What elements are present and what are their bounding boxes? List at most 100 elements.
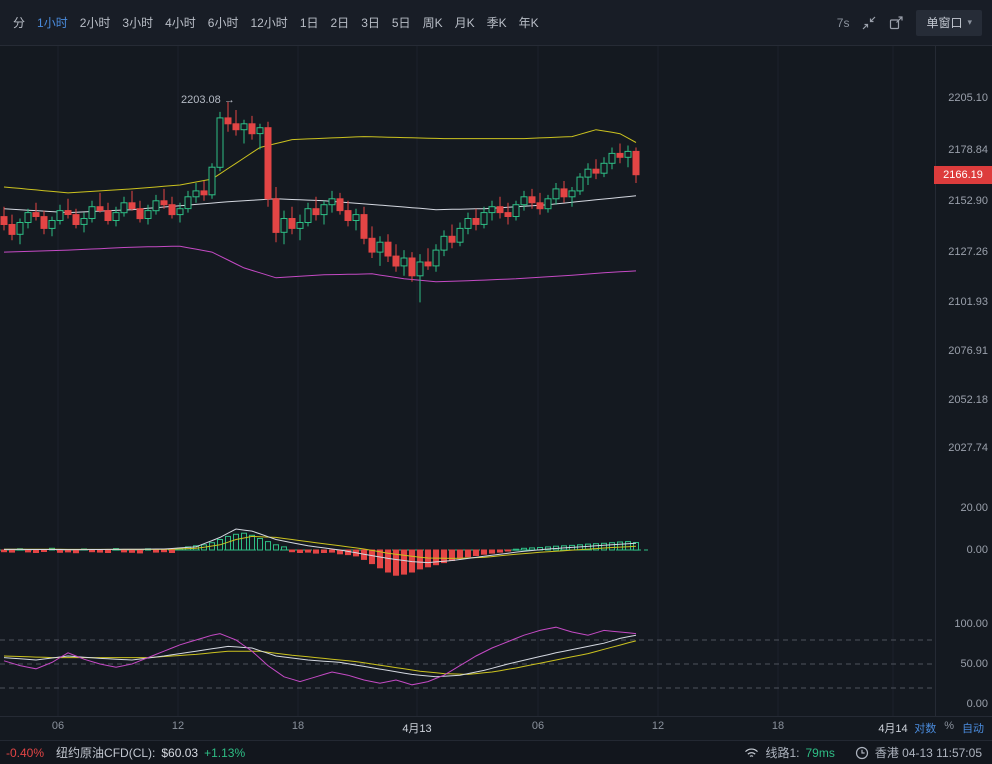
kdj-d-line [3, 640, 637, 675]
macd-histogram-bar [473, 549, 479, 556]
time-axis-label: 4月13 [402, 723, 432, 735]
candle-body [408, 257, 416, 277]
candle-body [632, 150, 640, 176]
candle-body [448, 235, 456, 243]
connection-status-group[interactable]: 线路1: 79ms 香港 04-13 11:57:05 [744, 744, 982, 761]
candle-body [304, 208, 312, 223]
collapse-icon[interactable] [862, 16, 876, 30]
ticker-price: $60.03 [161, 745, 199, 760]
line-label: 线路1: [765, 746, 800, 760]
candle-body [616, 152, 624, 158]
candle-body [496, 206, 504, 214]
macd-histogram-bar [65, 549, 71, 553]
macd-histogram-bar [265, 541, 271, 551]
timeframe-quarterly[interactable]: 季K [486, 16, 507, 30]
macd-histogram-bar [401, 549, 407, 575]
wifi-icon [744, 747, 759, 759]
macd-histogram-bar [505, 549, 511, 552]
timeframe-min[interactable]: 分 [13, 16, 26, 30]
candle-body [160, 200, 168, 206]
macd-histogram-bar [521, 547, 527, 551]
macd-histogram-bar [393, 549, 399, 576]
scale-log-toggle[interactable]: 对数 [914, 723, 937, 735]
candle-body [48, 220, 56, 229]
macd-histogram-bar [233, 533, 239, 551]
candle-body [216, 117, 224, 168]
timeframe-12h[interactable]: 12小时 [250, 16, 288, 30]
candle-body [72, 214, 80, 226]
candle-body [56, 210, 64, 222]
candle-body [184, 196, 192, 210]
kdj-j-line [3, 626, 637, 686]
macd-histogram-bar [457, 549, 463, 559]
macd-dif-line [4, 528, 637, 564]
timeframe-3d[interactable]: 3日 [361, 16, 380, 30]
candle-body [280, 218, 288, 233]
candle-body [104, 210, 112, 222]
chart-canvas[interactable] [0, 46, 992, 740]
macd-histogram-bar [129, 549, 135, 553]
timeframe-2h[interactable]: 2小时 [79, 16, 111, 30]
candle-body [536, 202, 544, 210]
candle-body [208, 166, 216, 196]
price-axis-label: 2076.91 [948, 344, 988, 357]
candle-body [400, 257, 408, 267]
candle-body [8, 224, 16, 235]
macd-histogram-bar [25, 549, 31, 553]
candle-body [360, 214, 368, 239]
price-axis-label: 2027.74 [948, 442, 988, 455]
refresh-interval[interactable]: 7s [836, 15, 850, 30]
candle-body [112, 212, 120, 222]
kdj-axis-label: 0.00 [966, 698, 988, 710]
macd-histogram-bar [1, 549, 7, 553]
clock-icon [855, 746, 869, 760]
status-bar: -0.40% 纽约原油CFD(CL): $60.03 +1.13% 线路1: 7… [0, 740, 992, 764]
candle-body [240, 123, 248, 131]
macd-histogram-bar [297, 549, 303, 553]
timeframe-6h[interactable]: 6小时 [207, 16, 239, 30]
timeframe-4h[interactable]: 4小时 [165, 16, 196, 30]
scale-percent-toggle[interactable]: % [944, 720, 954, 732]
candle-body [232, 123, 240, 131]
timeframe-monthly[interactable]: 月K [454, 16, 475, 30]
macd-histogram-bar [617, 541, 623, 551]
candle-body [80, 218, 88, 225]
candle-body [352, 214, 360, 222]
ticker-instrument[interactable]: 纽约原油CFD(CL): [56, 746, 156, 760]
chevron-down-icon: ▾ [967, 17, 972, 27]
candle-body [96, 206, 104, 212]
candle-body [144, 210, 152, 220]
macd-histogram-bar [281, 546, 287, 551]
timeframe-1h[interactable]: 1小时 [37, 16, 68, 30]
time-axis-label: 4月14 [878, 723, 908, 735]
macd-histogram-bar [513, 548, 519, 551]
timeframe-2d[interactable]: 2日 [330, 16, 350, 30]
candle-body [128, 202, 136, 210]
candle-body [568, 190, 576, 198]
kdj-k-line [3, 634, 637, 678]
timeframe-3h[interactable]: 3小时 [122, 16, 154, 30]
timeframe-1d[interactable]: 1日 [299, 16, 319, 30]
toolbar-right-group: 7s 单窗口 ▾ [836, 9, 984, 36]
timeframe-5d[interactable]: 5日 [391, 16, 411, 30]
timeframe-yearly[interactable]: 年K [518, 16, 539, 30]
axis-scale-options: 对数 % 自动 [914, 720, 984, 736]
candle-body [168, 204, 176, 216]
macd-histogram-bar [137, 549, 143, 554]
time-axis-label: 12 [651, 720, 665, 732]
boll-lower-line [3, 245, 637, 283]
macd-histogram-bar [417, 549, 423, 570]
popout-window-icon[interactable] [889, 15, 904, 30]
latency-value: 79ms [805, 745, 835, 760]
macd-histogram-bar [489, 549, 495, 554]
window-mode-button[interactable]: 单窗口 ▾ [916, 9, 982, 36]
candle-body [464, 218, 472, 229]
macd-histogram-bar [329, 549, 335, 553]
candle-body [544, 198, 552, 210]
timeframe-weekly[interactable]: 周K [422, 16, 443, 30]
scale-auto-toggle[interactable]: 自动 [962, 723, 984, 735]
price-axis-label: 2205.10 [948, 91, 988, 104]
macd-axis-label: 0.00 [966, 544, 988, 557]
macd-histogram-bar [465, 549, 471, 558]
time-axis-label: 06 [531, 720, 545, 732]
